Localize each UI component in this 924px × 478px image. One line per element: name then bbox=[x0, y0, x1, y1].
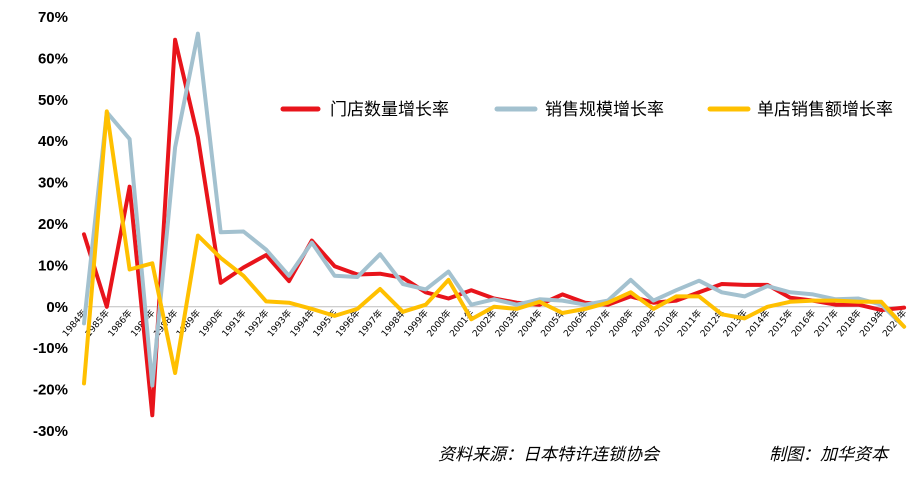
y-tick-label: -30% bbox=[33, 423, 68, 440]
y-tick-label: 20% bbox=[38, 216, 68, 233]
y-tick-label: -20% bbox=[33, 382, 68, 399]
legend-label-0: 门店数量增长率 bbox=[330, 100, 449, 120]
series-line-2 bbox=[82, 109, 907, 386]
source-text: 资料来源：日本特许连锁协会 bbox=[438, 445, 661, 465]
y-tick-label: 70% bbox=[38, 9, 68, 26]
y-tick-label: 60% bbox=[38, 50, 68, 67]
legend-label-2: 单店销售额增长率 bbox=[757, 100, 893, 120]
series-lines bbox=[82, 31, 907, 418]
y-tick-label: 30% bbox=[38, 175, 68, 192]
y-tick-label: 0% bbox=[46, 299, 68, 316]
y-tick-label: -10% bbox=[33, 340, 68, 357]
y-tick-label: 50% bbox=[38, 92, 68, 109]
y-tick-label: 40% bbox=[38, 133, 68, 150]
legend: 门店数量增长率 销售规模增长率 单店销售额增长率 bbox=[280, 100, 893, 120]
credit-text: 制图：加华资本 bbox=[769, 445, 890, 465]
series-line-1 bbox=[82, 31, 907, 388]
legend-label-1: 销售规模增长率 bbox=[545, 100, 664, 120]
x-tick-label: 2020年 bbox=[880, 307, 910, 339]
y-axis-ticks: -30% -20% -10% 0% 10% 20% 30% 40% 50% 60% 70% bbox=[33, 9, 68, 440]
y-tick-label: 10% bbox=[38, 257, 68, 274]
